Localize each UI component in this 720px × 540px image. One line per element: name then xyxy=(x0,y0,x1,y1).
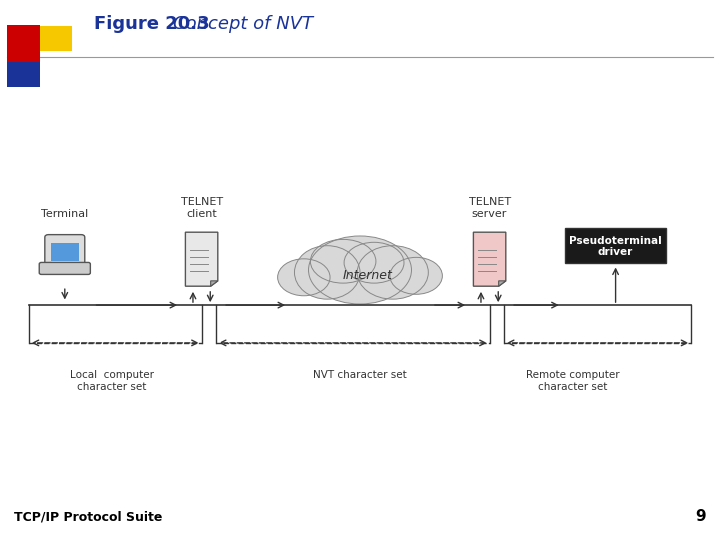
Bar xyxy=(7,62,40,87)
Polygon shape xyxy=(186,232,217,286)
Text: NVT character set: NVT character set xyxy=(313,370,407,380)
Text: Terminal: Terminal xyxy=(41,208,89,219)
FancyBboxPatch shape xyxy=(39,262,91,274)
Text: Figure 20.3: Figure 20.3 xyxy=(94,15,210,33)
Ellipse shape xyxy=(357,246,428,299)
Text: Pseudoterminal: Pseudoterminal xyxy=(570,237,662,246)
Ellipse shape xyxy=(294,246,360,299)
FancyBboxPatch shape xyxy=(565,228,666,263)
Polygon shape xyxy=(211,281,217,286)
Text: driver: driver xyxy=(598,247,633,257)
Ellipse shape xyxy=(344,242,404,283)
Ellipse shape xyxy=(390,258,442,294)
Ellipse shape xyxy=(278,259,330,296)
Ellipse shape xyxy=(310,239,376,283)
Text: TCP/IP Protocol Suite: TCP/IP Protocol Suite xyxy=(14,511,163,524)
Polygon shape xyxy=(474,232,506,286)
Text: Concept of NVT: Concept of NVT xyxy=(173,15,313,33)
Ellipse shape xyxy=(308,236,412,304)
Text: TELNET
client: TELNET client xyxy=(181,197,222,219)
Text: TELNET
server: TELNET server xyxy=(469,197,510,219)
Bar xyxy=(40,26,72,51)
Text: Internet: Internet xyxy=(342,269,392,282)
Text: 9: 9 xyxy=(695,509,706,524)
Polygon shape xyxy=(499,281,506,286)
Bar xyxy=(51,242,78,261)
FancyBboxPatch shape xyxy=(45,234,85,267)
Bar xyxy=(7,25,40,62)
Text: Local  computer
character set: Local computer character set xyxy=(70,370,153,392)
Text: Remote computer
character set: Remote computer character set xyxy=(526,370,619,392)
